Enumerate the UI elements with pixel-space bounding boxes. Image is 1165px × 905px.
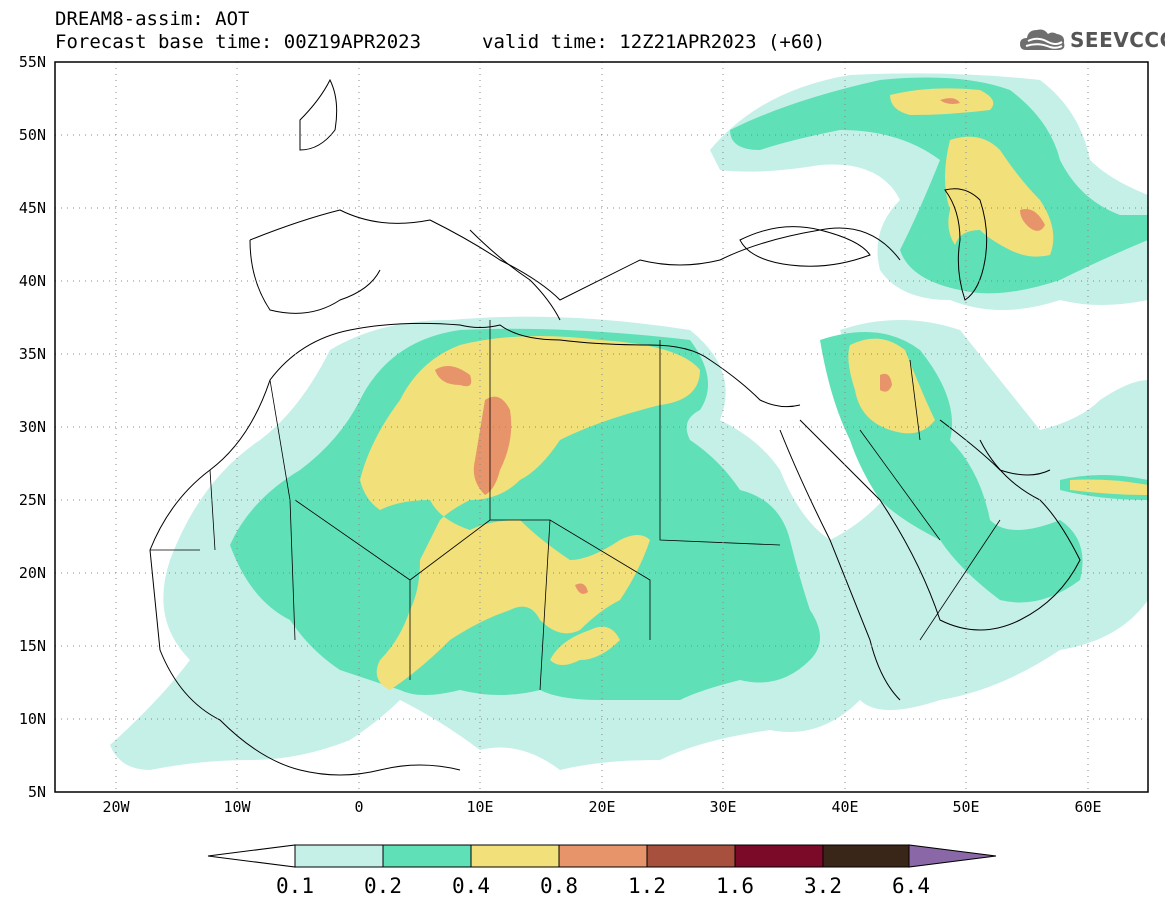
colorbar-segment: [294, 844, 384, 868]
lat-label: 30N: [19, 418, 46, 436]
coastline-europe: [249, 209, 901, 301]
colorbar-segment: [734, 844, 824, 868]
colorbar-label: 0.4: [452, 874, 490, 898]
colorbar-segment: [470, 844, 560, 868]
colorbar-label: 0.2: [364, 874, 402, 898]
coastline-north-africa: [149, 322, 801, 551]
coastline-black-sea: [739, 226, 871, 267]
coastline-red-sea: [779, 429, 901, 701]
graticule: [55, 62, 1148, 792]
colorbar-label: 0.1: [276, 874, 314, 898]
coastline-italy: [469, 229, 561, 321]
lon-label: 30E: [709, 798, 736, 816]
valid-time: valid time: 12Z21APR2023 (+60): [482, 31, 826, 53]
coastline-west-africa: [149, 549, 461, 776]
coastline-britain: [299, 78, 338, 151]
colorbar-segment: [646, 844, 736, 868]
coastlines: [149, 78, 1081, 776]
lon-label: 60E: [1074, 798, 1101, 816]
lat-label: 15N: [19, 637, 46, 655]
lat-label: 25N: [19, 491, 46, 509]
map-frame: [54, 61, 1149, 793]
colorbar-label: 3.2: [804, 874, 842, 898]
colorbar-label: 0.8: [540, 874, 578, 898]
aot-level-0.4: [360, 336, 700, 690]
coastline-caspian: [944, 188, 988, 301]
colorbar-label: 1.6: [716, 874, 754, 898]
lon-label: 40E: [831, 798, 858, 816]
colorbar-segment: [382, 844, 472, 868]
lat-labels: 55N 50N 45N 40N 35N 30N 25N 20N 15N 10N …: [19, 53, 46, 801]
colorbar: [207, 844, 997, 868]
colorbar-segment: [558, 844, 648, 868]
aot-contour-fill: [110, 73, 1148, 770]
lat-label: 10N: [19, 710, 46, 728]
seevccc-logo: SEEVCCC: [1018, 24, 1165, 56]
lat-label: 40N: [19, 272, 46, 290]
lat-label: 45N: [19, 199, 46, 217]
lon-label: 10W: [223, 798, 251, 816]
forecast-base-time: Forecast base time: 00Z19APR2023: [55, 31, 422, 53]
map-title: DREAM8-assim: AOT: [55, 8, 250, 30]
coastline-iberia: [249, 239, 381, 314]
lat-label: 5N: [28, 783, 46, 801]
lon-label: 20W: [102, 798, 130, 816]
aot-level-0.2: [230, 328, 820, 700]
logo-text: SEEVCCC: [1070, 28, 1165, 52]
lon-label: 0: [354, 798, 363, 816]
lon-label: 50E: [952, 798, 979, 816]
lon-label: 20E: [588, 798, 615, 816]
colorbar-over-arrow: [908, 844, 997, 868]
lat-label: 20N: [19, 564, 46, 582]
coastline-persian-gulf: [939, 419, 1051, 476]
lon-label: 10E: [466, 798, 493, 816]
coastline-arabia: [799, 419, 1081, 631]
colorbar-labels: 0.1 0.2 0.4 0.8 1.2 1.6 3.2 6.4: [276, 874, 930, 898]
colorbar-label: 6.4: [892, 874, 930, 898]
colorbar-under-arrow: [207, 844, 296, 868]
lat-label: 55N: [19, 53, 46, 71]
lat-label: 50N: [19, 126, 46, 144]
aot-level-0.8: [473, 396, 512, 495]
colorbar-label: 1.2: [628, 874, 666, 898]
lon-labels: 20W 10W 0 10E 20E 30E 40E 50E 60E: [102, 798, 1101, 816]
colorbar-segment: [822, 844, 910, 868]
lat-label: 35N: [19, 345, 46, 363]
cloud-logo-icon: [1020, 29, 1065, 50]
